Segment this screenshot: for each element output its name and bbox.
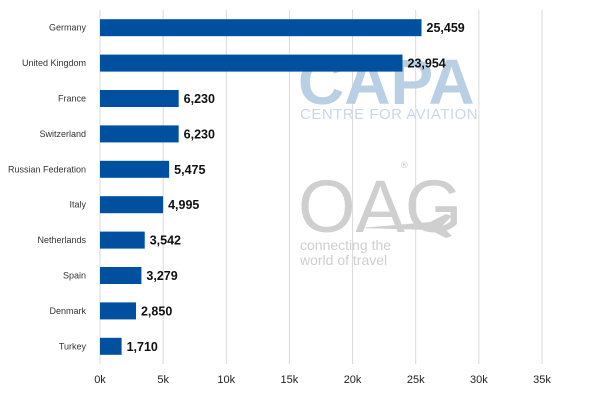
value-label: 23,954 [408,57,446,71]
oag-watermark-tagline-1: connecting the [300,237,391,253]
bar-4 [100,160,170,178]
x-tick-label: 10k [217,374,235,386]
x-tick-label: 35k [533,374,551,386]
bar-8 [100,302,136,320]
value-label: 1,710 [127,340,158,354]
category-label: Germany [49,23,87,33]
bar-3 [100,125,179,143]
value-label: 6,230 [184,92,215,106]
x-tick-label: 30k [470,374,488,386]
category-label: France [58,94,86,104]
airplane-icon [360,214,452,238]
category-label: United Kingdom [22,58,86,68]
bar-2 [100,90,179,107]
oag-registered-mark: ® [401,160,408,170]
value-label: 5,475 [174,163,205,177]
x-tick-label: 15k [281,374,299,386]
x-axis-ticks: 0k 5k 10k 15k 20k 25k 30k 35k [94,374,551,386]
bars [100,19,422,355]
value-labels: 25,459 23,954 6,230 6,230 5,475 4,995 3,542 3,2… [127,21,465,354]
bar-6 [100,231,145,249]
bar-0 [100,19,422,37]
x-tick-label: 5k [157,374,169,386]
category-label: Denmark [49,306,86,316]
category-label: Spain [63,271,86,281]
bar-7 [100,267,142,284]
category-label: Turkey [59,341,87,351]
category-label: Switzerland [39,129,86,139]
value-label: 3,279 [146,269,177,283]
value-label: 6,230 [184,127,215,141]
bar-1 [100,54,403,72]
oag-watermark-logo: OAG [298,165,462,248]
capa-watermark-tagline: CENTRE FOR AVIATION [300,106,478,123]
bar-9 [100,337,122,355]
category-labels: Germany United Kingdom France Switzerland Ru… [8,23,87,352]
category-label: Netherlands [37,235,86,245]
value-label: 25,459 [427,21,465,35]
bar-5 [100,196,164,214]
x-tick-label: 20k [344,374,362,386]
x-tick-label: 0k [94,374,106,386]
watermark: CAPA CENTRE FOR AVIATION OAG ® connectin… [298,46,478,268]
value-label: 3,542 [150,234,181,248]
oag-watermark-tagline-2: world of travel [299,252,387,268]
category-label: Russian Federation [8,164,86,174]
category-label: Italy [69,200,86,210]
value-label: 4,995 [168,198,199,212]
x-tick-label: 25k [407,374,425,386]
value-label: 2,850 [141,304,172,318]
